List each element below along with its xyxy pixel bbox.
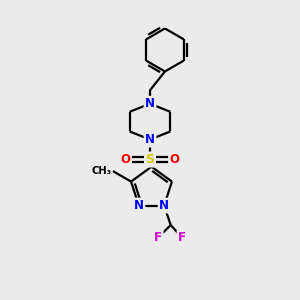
- Text: F: F: [154, 231, 162, 244]
- Text: N: N: [145, 133, 155, 146]
- Text: S: S: [146, 153, 154, 166]
- Text: O: O: [121, 153, 130, 166]
- Text: N: N: [159, 199, 169, 212]
- Text: N: N: [134, 199, 144, 212]
- Text: F: F: [178, 231, 186, 244]
- Text: O: O: [169, 153, 179, 166]
- Text: CH₃: CH₃: [92, 166, 111, 176]
- Text: N: N: [145, 97, 155, 110]
